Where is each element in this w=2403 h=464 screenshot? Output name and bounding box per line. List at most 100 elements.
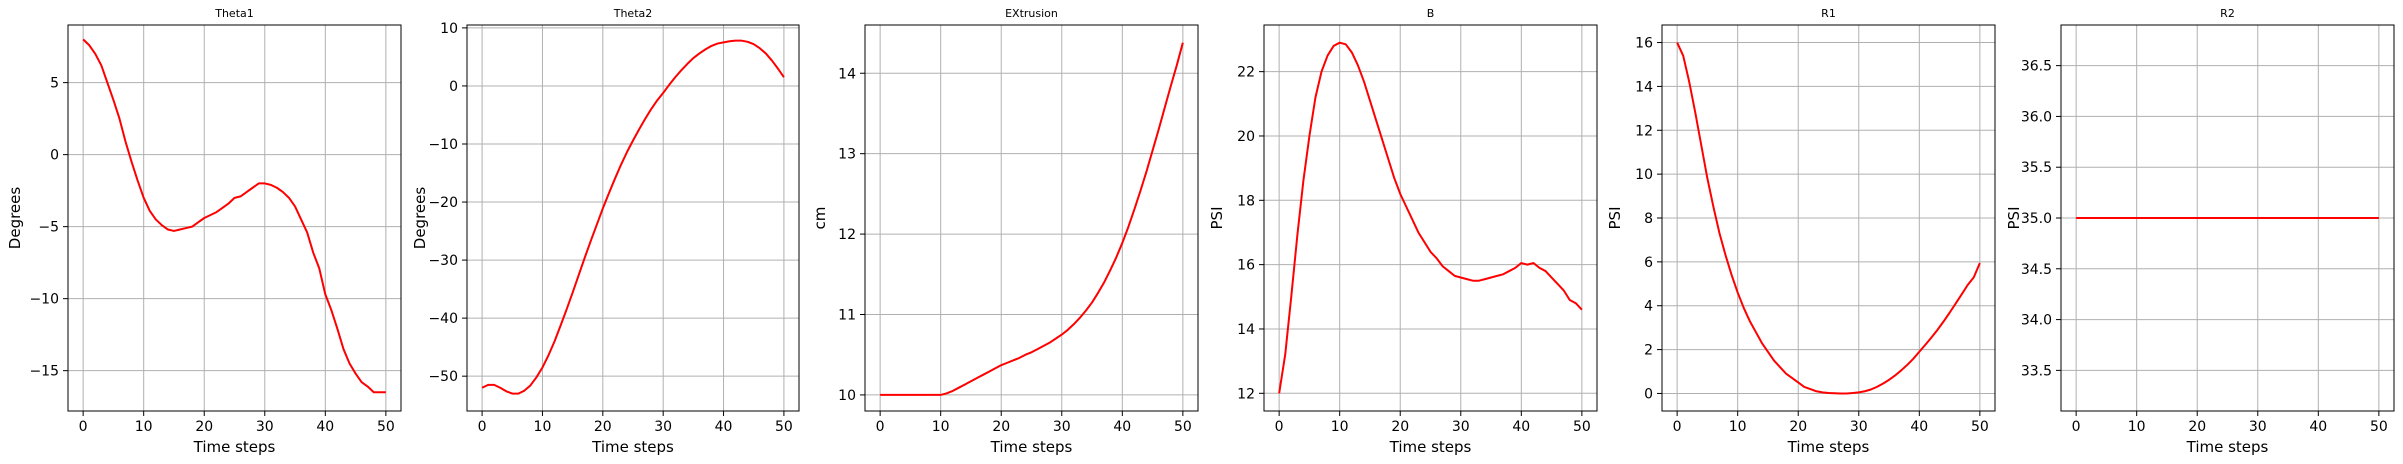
chart-panel-3: 0 10 20 30 40 50 14 13 12 11 10 EXtrusion Time steps…	[811, 7, 1199, 456]
x-axis-label: Time steps	[1787, 438, 1870, 456]
x-tick-label: 40	[2309, 419, 2327, 435]
y-tick-label: 33.5	[2021, 363, 2052, 379]
x-tick-label: 20	[1789, 419, 1807, 435]
y-tick-label: −20	[428, 195, 458, 211]
x-axis-label: Time steps	[990, 438, 1073, 456]
y-tick-label: 35.0	[2021, 211, 2052, 227]
axes-frame	[1661, 24, 1996, 412]
x-axis-label: Time steps	[2186, 438, 2269, 456]
chart-title: EXtrusion	[1005, 7, 1058, 20]
series-line-1	[82, 38, 386, 394]
y-tick-label: 22	[1237, 65, 1255, 81]
y-tick-label: −15	[29, 364, 59, 380]
series-line-1	[880, 42, 1184, 396]
axes-frame	[864, 24, 1199, 412]
y-tick-label: 10	[838, 388, 856, 404]
series-line-1	[481, 39, 785, 395]
chart-title: Theta2	[613, 7, 653, 20]
x-axis-label: Time steps	[591, 438, 674, 456]
x-tick-label: 10	[1331, 419, 1349, 435]
x-tick-label: 0	[2072, 419, 2081, 435]
y-axis-label: PSI	[1208, 207, 1226, 230]
x-tick-label: 0	[79, 419, 88, 435]
y-axis-label: PSI	[2005, 207, 2023, 230]
y-tick-label: 0	[449, 79, 458, 95]
y-tick-label: 12	[1237, 386, 1255, 402]
y-tick-label: 20	[1237, 129, 1255, 145]
x-tick-label: 10	[1729, 419, 1747, 435]
y-tick-label: 5	[50, 76, 59, 92]
x-tick-label: 50	[1174, 419, 1192, 435]
y-tick-label: 35.5	[2021, 160, 2052, 176]
y-tick-label: 8	[1644, 211, 1653, 227]
y-tick-label: 2	[1644, 343, 1653, 359]
x-axis-label: Time steps	[193, 438, 276, 456]
x-tick-label: 0	[478, 419, 487, 435]
x-tick-label: 10	[534, 419, 552, 435]
series-line-1	[1278, 41, 1583, 394]
x-tick-label: 30	[654, 419, 672, 435]
x-tick-label: 30	[256, 419, 274, 435]
y-tick-label: 36.5	[2021, 59, 2052, 75]
x-tick-label: 20	[594, 419, 612, 435]
y-tick-label: 18	[1237, 193, 1255, 209]
y-tick-label: −40	[428, 311, 458, 327]
x-tick-label: 20	[992, 419, 1010, 435]
y-tick-label: 10	[1635, 167, 1653, 183]
y-tick-label: −10	[428, 137, 458, 153]
y-tick-label: 34.0	[2021, 313, 2052, 329]
y-tick-label: 16	[1237, 258, 1255, 274]
axes-frame	[67, 24, 402, 412]
x-tick-label: 40	[1910, 419, 1928, 435]
chart-title: R1	[1821, 7, 1836, 20]
chart-panel-2: 0 10 20 30 40 50 10 0 −10 −20 −30 −40 −50 Theta2 Time …	[411, 7, 800, 456]
y-tick-label: 16	[1635, 36, 1653, 52]
x-tick-label: 50	[775, 419, 793, 435]
y-tick-label: 12	[1635, 123, 1653, 139]
chart-panel-6: 0 10 20 30 40 50 36.5 36.0 35.5 35.0 34.5 34.0 33.5 R…	[2005, 7, 2395, 456]
series-line-1	[1676, 42, 1981, 395]
chart-title: B	[1427, 7, 1435, 20]
axes-frame	[2060, 24, 2395, 412]
x-tick-label: 0	[876, 419, 885, 435]
y-tick-label: 12	[838, 227, 856, 243]
x-tick-label: 30	[2249, 419, 2267, 435]
y-tick-label: 10	[440, 21, 458, 37]
x-tick-label: 50	[1573, 419, 1591, 435]
y-axis-label: cm	[811, 207, 829, 230]
y-tick-label: 34.5	[2021, 262, 2052, 278]
x-tick-label: 40	[316, 419, 334, 435]
y-tick-label: −30	[428, 253, 458, 269]
y-tick-label: 0	[50, 148, 59, 164]
y-tick-label: 14	[838, 66, 856, 82]
y-tick-label: −50	[428, 369, 458, 385]
x-tick-label: 10	[932, 419, 950, 435]
x-tick-label: 10	[2128, 419, 2146, 435]
x-axis-label: Time steps	[1389, 438, 1472, 456]
x-tick-label: 40	[1113, 419, 1131, 435]
y-tick-label: 14	[1237, 322, 1255, 338]
chart-panel-4: 0 10 20 30 40 50 22 20 18 16 14 12 B Time steps PSI	[1208, 7, 1598, 456]
y-tick-label: −5	[38, 220, 59, 236]
x-tick-label: 20	[195, 419, 213, 435]
x-tick-label: 50	[1971, 419, 1989, 435]
y-tick-label: −10	[29, 292, 59, 308]
x-tick-label: 20	[1391, 419, 1409, 435]
chart-title: Theta1	[214, 7, 254, 20]
axes-frame	[1263, 24, 1598, 412]
y-tick-label: 11	[838, 308, 856, 324]
y-axis-label: Degrees	[6, 187, 24, 250]
y-axis-label: PSI	[1606, 207, 1624, 230]
y-tick-label: 36.0	[2021, 109, 2052, 125]
y-tick-label: 6	[1644, 255, 1653, 271]
x-tick-label: 20	[2188, 419, 2206, 435]
x-tick-label: 10	[135, 419, 153, 435]
x-tick-label: 40	[1512, 419, 1530, 435]
x-tick-label: 50	[377, 419, 395, 435]
x-tick-label: 0	[1673, 419, 1682, 435]
chart-title: R2	[2220, 7, 2235, 20]
y-tick-label: 0	[1644, 386, 1653, 402]
x-tick-label: 30	[1053, 419, 1071, 435]
